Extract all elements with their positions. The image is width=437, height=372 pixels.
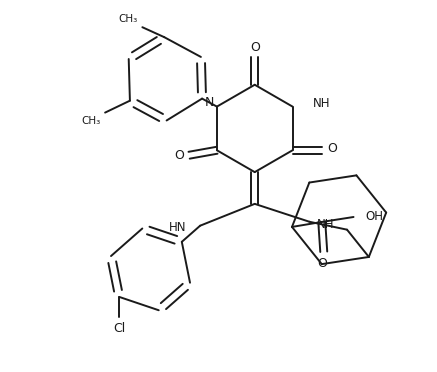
Text: O: O <box>250 41 260 54</box>
Text: NH: NH <box>317 218 335 231</box>
Text: CH₃: CH₃ <box>118 14 137 24</box>
Text: OH: OH <box>365 211 383 224</box>
Text: O: O <box>174 149 184 162</box>
Text: N: N <box>204 96 214 109</box>
Text: HN: HN <box>169 221 186 234</box>
Text: O: O <box>327 142 337 155</box>
Text: Cl: Cl <box>113 322 125 335</box>
Text: CH₃: CH₃ <box>81 116 100 125</box>
Text: O: O <box>317 257 327 270</box>
Text: NH: NH <box>312 97 330 110</box>
